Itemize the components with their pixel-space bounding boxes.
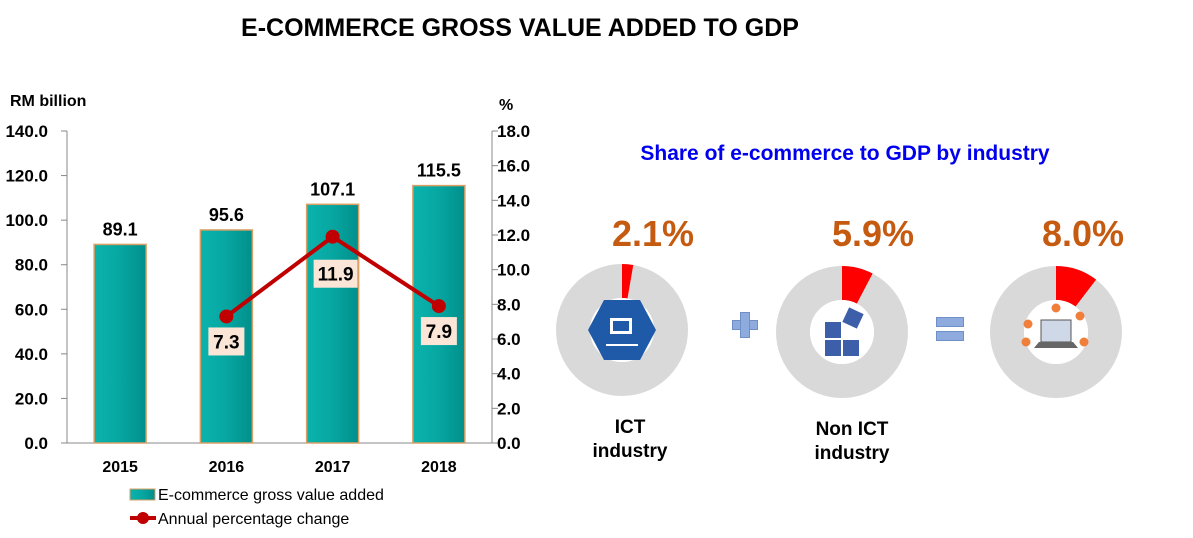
donut-share-slice bbox=[622, 264, 634, 299]
donut-share-slice bbox=[1056, 266, 1097, 307]
puzzle-piece bbox=[825, 322, 841, 338]
ict-network-icon bbox=[588, 300, 656, 360]
laptop-node bbox=[1079, 337, 1089, 347]
y-tick-label: 140.0 bbox=[5, 122, 48, 141]
ict-label-line1: ICT bbox=[614, 417, 646, 438]
line-point bbox=[219, 309, 234, 324]
y-tick-label: 20.0 bbox=[15, 389, 48, 408]
line-point bbox=[431, 299, 446, 314]
line-label-bg bbox=[208, 327, 245, 356]
ict-label-line2: industry bbox=[592, 441, 668, 462]
x-tick-label: 2017 bbox=[315, 459, 351, 476]
y2-tick-label: 12.0 bbox=[497, 226, 530, 245]
plus-icon-vertical bbox=[740, 312, 750, 338]
bar-value-label: 89.1 bbox=[103, 219, 138, 239]
ict-screen bbox=[613, 321, 629, 331]
nonict-label-line2: industry bbox=[814, 443, 890, 464]
y2-axis-title: % bbox=[499, 97, 513, 114]
legend-bar-label: E-commerce gross value added bbox=[158, 487, 384, 504]
legend-line-marker bbox=[137, 512, 149, 524]
donut-hole bbox=[810, 300, 874, 364]
page-title: E-COMMERCE GROSS VALUE ADDED TO GDP bbox=[241, 14, 799, 42]
line-label-bg bbox=[420, 317, 457, 346]
y2-tick-label: 8.0 bbox=[497, 295, 521, 314]
x-tick-label: 2015 bbox=[102, 459, 138, 476]
laptop-node bbox=[1021, 337, 1031, 347]
donut-1 bbox=[556, 264, 688, 396]
line-label-bg bbox=[313, 259, 358, 288]
line-value-label: 7.3 bbox=[213, 332, 239, 353]
combo-chart: RM billion % 0.0 20.0 40.0 60.0 80.0 100.0 120.0… bbox=[5, 93, 530, 528]
nonict-share-label: 5.9% bbox=[831, 213, 915, 254]
y-tick-label: 60.0 bbox=[15, 300, 48, 319]
laptop-node bbox=[1051, 303, 1061, 313]
donut-2 bbox=[776, 266, 908, 398]
puzzle-piece bbox=[843, 340, 859, 356]
line-value-label: 7.9 bbox=[426, 322, 452, 343]
y2-tick-label: 2.0 bbox=[497, 399, 521, 418]
donut-section-title: Share of e-commerce to GDP by industry bbox=[640, 142, 1050, 165]
y2-tick-label: 10.0 bbox=[497, 261, 530, 280]
puzzle-icon bbox=[825, 307, 864, 356]
y-tick-label: 40.0 bbox=[15, 345, 48, 364]
bar-2018 bbox=[412, 184, 466, 444]
bar-2015 bbox=[93, 243, 147, 444]
y2-tick-label: 6.0 bbox=[497, 330, 521, 349]
line-point bbox=[325, 229, 340, 244]
y-tick-label: 80.0 bbox=[15, 256, 48, 275]
legend-bar-swatch bbox=[129, 488, 156, 501]
laptop-node bbox=[1075, 311, 1085, 321]
ict-share-label: 2.1% bbox=[611, 213, 695, 254]
bar-value-label: 115.5 bbox=[417, 161, 461, 181]
puzzle-piece bbox=[825, 340, 841, 356]
equals-icon-lower bbox=[936, 331, 964, 341]
y2-tick-label: 18.0 bbox=[497, 122, 530, 141]
nonict-label-line1: Non ICT bbox=[815, 419, 889, 440]
y2-tick-label: 16.0 bbox=[497, 157, 530, 176]
y2-tick-label: 0.0 bbox=[497, 434, 521, 453]
y2-tick-label: 4.0 bbox=[497, 365, 521, 384]
y-tick-label: 0.0 bbox=[24, 434, 48, 453]
donut-3 bbox=[990, 266, 1122, 398]
laptop-node bbox=[1023, 319, 1033, 329]
puzzle-piece bbox=[842, 307, 864, 329]
legend-line-label: Annual percentage change bbox=[158, 511, 349, 528]
donut-share-slice bbox=[842, 266, 873, 304]
ict-industry-label: ICT industry bbox=[550, 416, 710, 464]
total-share-label: 8.0% bbox=[1041, 213, 1125, 254]
x-tick-label: 2018 bbox=[421, 459, 457, 476]
bar-value-label: 107.1 bbox=[310, 179, 355, 199]
laptop-base bbox=[1034, 342, 1078, 348]
bar-2017 bbox=[305, 203, 360, 444]
nonict-industry-label: Non ICT industry bbox=[772, 418, 932, 466]
bar-value-label: 95.6 bbox=[209, 205, 244, 225]
x-tick-label: 2016 bbox=[209, 459, 245, 476]
y2-tick-label: 14.0 bbox=[497, 191, 530, 210]
y-tick-label: 120.0 bbox=[5, 167, 48, 186]
equals-icon bbox=[936, 317, 964, 327]
laptop-dashboard-icon bbox=[1021, 303, 1089, 348]
laptop-screen bbox=[1040, 319, 1072, 343]
line-value-label: 11.9 bbox=[318, 265, 354, 286]
y-tick-label: 100.0 bbox=[5, 211, 48, 230]
y-axis-title: RM billion bbox=[10, 93, 86, 110]
